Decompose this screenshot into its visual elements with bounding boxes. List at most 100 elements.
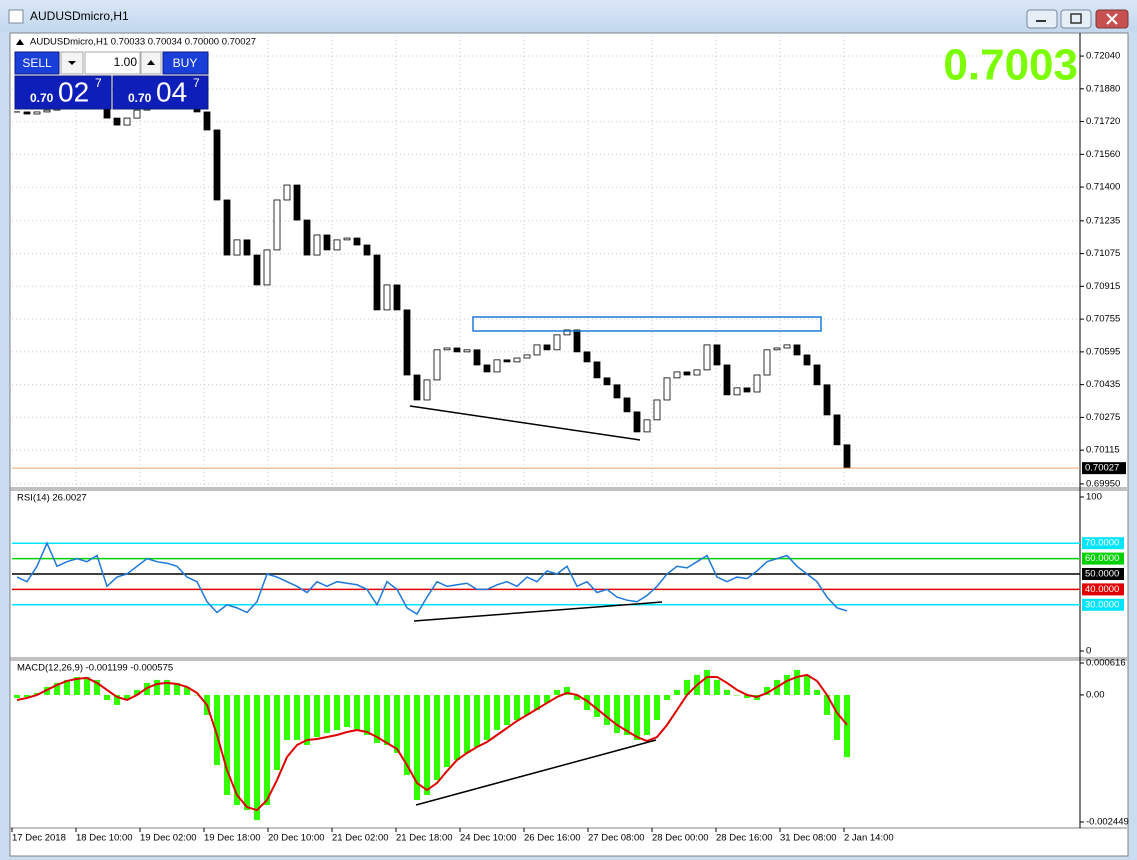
macd-bar <box>64 679 70 695</box>
macd-bar <box>134 689 140 695</box>
macd-trendline <box>415 739 657 806</box>
current-price-label: 0.70027 <box>1085 463 1119 474</box>
macd-bar <box>394 694 400 753</box>
candle <box>103 107 111 119</box>
macd-bar <box>624 694 630 735</box>
macd-bar <box>84 676 90 695</box>
time-label: 24 Dec 10:00 <box>460 833 517 844</box>
macd-bar <box>94 679 100 695</box>
candle <box>813 364 821 386</box>
macd-bar <box>174 682 180 695</box>
up-arrow <box>147 60 155 65</box>
window-title: AUDUSDmicro,H1 <box>30 9 129 23</box>
macd-bar <box>274 694 280 771</box>
y-tick-label: 0.72040 <box>1086 51 1120 62</box>
macd-bar <box>484 694 490 741</box>
candle <box>323 234 331 251</box>
macd-bar <box>654 694 660 721</box>
y-tick-label: 0.70595 <box>1086 346 1120 357</box>
macd-bar <box>244 694 250 811</box>
candle <box>493 359 501 373</box>
macd-title: MACD(12,26,9) -0.001199 -0.000575 <box>17 663 173 674</box>
candle <box>783 344 791 349</box>
y-tick-label: 0.70115 <box>1086 445 1120 456</box>
macd-bar <box>114 694 120 705</box>
level-label: 70.0000 <box>1085 538 1119 549</box>
time-label: 28 Dec 00:00 <box>652 833 709 844</box>
window-icon <box>8 9 24 24</box>
macd-bar <box>404 694 410 776</box>
candle <box>693 369 701 376</box>
collapse-icon[interactable] <box>16 39 24 45</box>
time-label: 26 Dec 16:00 <box>524 833 581 844</box>
time-label: 21 Dec 18:00 <box>396 833 453 844</box>
ask-pip: 7 <box>193 76 200 90</box>
macd-bar <box>514 694 520 721</box>
candle <box>833 414 841 446</box>
time-label: 21 Dec 02:00 <box>332 833 389 844</box>
macd-bar <box>214 694 220 766</box>
candle <box>673 371 681 379</box>
candle <box>663 377 671 401</box>
candle <box>683 371 691 376</box>
macd-bar <box>154 679 160 695</box>
macd-bar <box>814 689 820 695</box>
macd-bar <box>224 694 230 796</box>
candle <box>253 254 261 286</box>
chart-header: AUDUSDmicro,H1 0.70033 0.70034 0.70000 0… <box>30 37 256 48</box>
candle <box>383 284 391 311</box>
candle <box>613 384 621 399</box>
candle <box>823 384 831 416</box>
candle <box>373 254 381 311</box>
ask-big: 04 <box>156 76 187 107</box>
minimize-button[interactable] <box>1026 9 1058 29</box>
bid-box[interactable] <box>14 75 112 110</box>
level-tag <box>1082 552 1124 565</box>
macd-bar <box>354 694 360 731</box>
macd-bar <box>414 694 420 801</box>
candle <box>433 349 441 381</box>
bid-big: 02 <box>58 76 89 107</box>
ask-prefix: 0.70 <box>128 91 152 105</box>
macd-bar <box>834 694 840 741</box>
macd-bar <box>494 694 500 731</box>
macd-bar <box>424 694 430 796</box>
macd-bar <box>684 679 690 695</box>
candle <box>453 347 461 353</box>
candle <box>583 351 591 363</box>
y-tick-label: 0.71400 <box>1086 182 1120 193</box>
y-tick-label: 0.70275 <box>1086 412 1120 423</box>
minimize-icon <box>1036 20 1046 22</box>
candle <box>553 334 561 351</box>
macd-bar <box>524 694 530 715</box>
time-label: 2 Jan 14:00 <box>844 833 894 844</box>
candle <box>273 199 281 251</box>
y-tick-label: 0.70755 <box>1086 314 1120 325</box>
maximize-button[interactable] <box>1060 9 1092 29</box>
macd-bar <box>724 689 730 695</box>
macd-bar <box>534 694 540 710</box>
plot-layer: 17 Dec 2018 18 Dec 10:00 19 Dec 02:00 19 De… <box>10 33 1129 844</box>
macd-bar <box>124 694 130 700</box>
candle <box>763 349 771 376</box>
candle <box>533 344 541 356</box>
maximize-icon <box>1070 13 1082 24</box>
macd-bar <box>734 694 740 696</box>
macd-bar <box>304 694 310 746</box>
candle <box>23 111 31 115</box>
macd-bar <box>364 694 370 735</box>
macd-bar <box>554 689 560 695</box>
buy-button[interactable] <box>162 51 209 75</box>
lot-input[interactable] <box>84 51 141 75</box>
candle <box>603 377 611 386</box>
macd-bar <box>604 694 610 725</box>
time-label: 17 Dec 2018 <box>12 833 66 844</box>
candle <box>33 111 41 115</box>
candle <box>743 387 751 393</box>
ask-box[interactable] <box>112 75 209 110</box>
chart-area <box>9 32 1129 857</box>
sell-button[interactable] <box>14 51 60 75</box>
time-label: 31 Dec 08:00 <box>780 833 837 844</box>
y-tick-label: 0.71880 <box>1086 83 1120 94</box>
candle <box>563 329 571 336</box>
